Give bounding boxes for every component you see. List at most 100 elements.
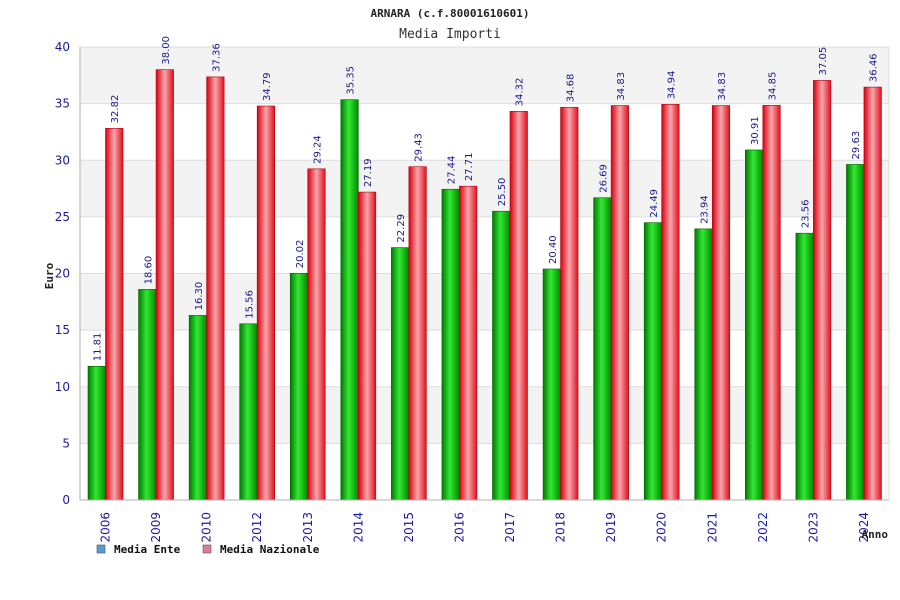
y-tick-label: 30 (55, 153, 70, 167)
x-tick-label-2014: 2014 (351, 512, 365, 543)
x-tick-label-2020: 2020 (655, 512, 669, 543)
bar-media-ente-2012 (239, 323, 258, 501)
x-tick-label-2024: 2024 (857, 512, 871, 543)
bar-media-nazionale-2018 (560, 106, 579, 501)
value-label-media-ente-2018: 20.40 (548, 235, 559, 264)
value-label-media-ente-2019: 26.69 (598, 164, 609, 193)
bar-media-ente-2015 (391, 247, 410, 501)
x-axis-label: Anno (862, 528, 889, 541)
bar-media-nazionale-2015 (408, 166, 427, 501)
value-label-media-ente-2020: 24.49 (649, 189, 660, 218)
bar-media-ente-2006 (87, 365, 106, 501)
x-tick-label-2019: 2019 (604, 512, 618, 543)
x-tick-label-2016: 2016 (452, 512, 466, 543)
x-tick-label-2012: 2012 (250, 512, 264, 543)
y-axis-label: Euro (43, 262, 56, 289)
bar-media-nazionale-2010 (206, 76, 225, 501)
bar-media-nazionale-2020 (661, 104, 680, 501)
bar-media-nazionale-2006 (105, 128, 124, 501)
y-tick-label: 10 (55, 380, 70, 394)
bar-media-nazionale-2009 (155, 69, 174, 501)
bar-media-ente-2024 (846, 164, 865, 501)
x-tick-label-2023: 2023 (806, 512, 820, 543)
axes (79, 47, 890, 501)
bar-media-nazionale-2012 (256, 105, 275, 501)
value-label-media-ente-2010: 16.30 (194, 282, 205, 311)
legend-label-media-nazionale: Media Nazionale (220, 543, 320, 556)
bar-media-ente-2020 (643, 222, 662, 501)
legend-swatch-media-nazionale (202, 544, 212, 554)
bar-media-nazionale-2014 (358, 191, 377, 501)
bar-media-ente-2023 (795, 232, 814, 501)
y-tick-label: 40 (55, 40, 70, 54)
x-tick-label-2021: 2021 (705, 512, 719, 543)
x-tick-label-2010: 2010 (200, 512, 214, 543)
y-tick-label: 0 (62, 493, 70, 507)
value-label-media-nazionale-2020: 34.94 (666, 71, 677, 100)
legend-label-media-ente: Media Ente (114, 543, 181, 556)
value-label-media-nazionale-2024: 36.46 (869, 53, 880, 82)
x-tick-label-2022: 2022 (756, 512, 770, 543)
value-label-media-ente-2014: 35.35 (346, 66, 357, 95)
x-tick-label-2009: 2009 (149, 512, 163, 543)
chart-subtitle: Media Importi (399, 27, 501, 42)
value-label-media-ente-2006: 11.81 (93, 333, 104, 362)
bar-media-nazionale-2024 (863, 86, 882, 501)
value-label-media-ente-2009: 18.60 (143, 256, 154, 285)
y-tick-label: 20 (55, 267, 70, 281)
bar-media-nazionale-2017 (509, 111, 528, 501)
y-axis-ticks: 0 5 10 15 20 25 30 35 40 (55, 40, 70, 507)
value-label-media-nazionale-2015: 29.43 (414, 133, 425, 162)
value-label-media-ente-2013: 20.02 (295, 240, 306, 269)
bar-media-nazionale-2016 (459, 185, 478, 501)
value-label-media-ente-2016: 27.44 (447, 156, 458, 185)
y-tick-label: 25 (55, 210, 70, 224)
value-label-media-ente-2024: 29.63 (851, 131, 862, 160)
value-label-media-nazionale-2009: 38.00 (161, 36, 172, 65)
y-tick-label: 35 (55, 97, 70, 111)
value-label-media-nazionale-2010: 37.36 (211, 43, 222, 72)
bar-media-nazionale-2019 (610, 105, 629, 501)
x-tick-label-2018: 2018 (554, 512, 568, 543)
value-label-media-nazionale-2006: 32.82 (110, 95, 121, 124)
value-label-media-nazionale-2016: 27.71 (464, 153, 475, 182)
chart-title: ARNARA (c.f.80001610601) (371, 7, 530, 20)
value-label-media-ente-2017: 25.50 (497, 178, 508, 207)
legend-swatch-media-ente (96, 544, 106, 554)
bar-media-ente-2019 (593, 197, 612, 501)
value-label-media-ente-2012: 15.56 (244, 290, 255, 319)
value-labels: 11.81 32.82 18.60 38.00 16.30 37.36 15.56 34.79… (93, 36, 880, 361)
bar-media-nazionale-2013 (307, 168, 326, 501)
value-label-media-ente-2021: 23.94 (700, 195, 711, 224)
bar-media-ente-2022 (745, 149, 764, 501)
value-label-media-nazionale-2017: 34.32 (515, 78, 526, 107)
x-tick-label-2013: 2013 (301, 512, 315, 543)
bar-media-ente-2010 (188, 315, 207, 501)
value-label-media-nazionale-2023: 37.05 (818, 47, 829, 76)
x-tick-label-2015: 2015 (402, 512, 416, 543)
bar-media-ente-2017 (492, 210, 511, 501)
bar-media-nazionale-2023 (813, 80, 832, 501)
value-label-media-nazionale-2018: 34.68 (565, 74, 576, 103)
value-label-media-nazionale-2021: 34.83 (717, 72, 728, 101)
value-label-media-ente-2023: 23.56 (801, 200, 812, 229)
legend: Media Ente Media Nazionale (96, 543, 320, 556)
value-label-media-nazionale-2013: 29.24 (313, 135, 324, 164)
bar-media-nazionale-2021 (711, 105, 731, 501)
bar-media-ente-2014 (340, 99, 359, 501)
bars (87, 69, 882, 501)
bar-media-ente-2016 (441, 188, 460, 501)
bar-media-nazionale-2022 (762, 105, 781, 501)
value-label-media-nazionale-2022: 34.85 (768, 72, 779, 101)
value-label-media-nazionale-2012: 34.79 (262, 72, 273, 101)
value-label-media-nazionale-2019: 34.83 (616, 72, 627, 101)
x-axis-ticks: 2006 2009 2010 2012 2013 2014 2015 2016 2017 2018… (99, 512, 871, 543)
y-tick-label: 15 (55, 323, 70, 337)
bar-media-ente-2021 (694, 228, 713, 501)
value-label-media-nazionale-2014: 27.19 (363, 158, 374, 187)
bar-media-ente-2013 (289, 272, 309, 501)
x-tick-label-2017: 2017 (503, 512, 517, 543)
value-label-media-ente-2022: 30.91 (750, 116, 761, 145)
y-tick-label: 5 (62, 436, 70, 450)
